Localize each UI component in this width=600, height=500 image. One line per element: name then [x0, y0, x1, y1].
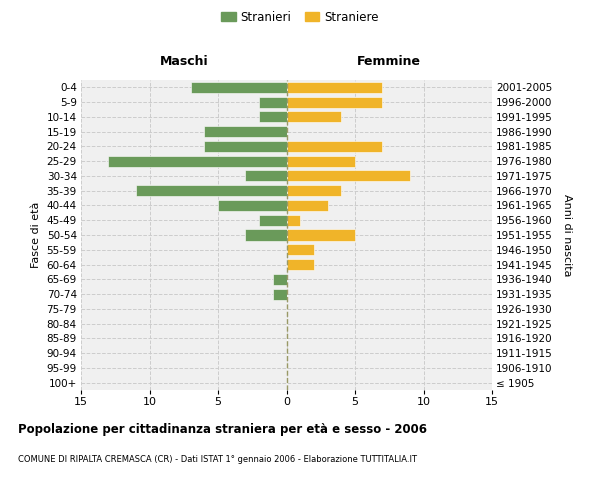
Bar: [287, 230, 355, 240]
Bar: [287, 185, 341, 196]
Bar: [287, 112, 341, 122]
Bar: [287, 170, 410, 181]
Bar: [205, 126, 287, 137]
Text: Femmine: Femmine: [357, 54, 421, 68]
Text: Maschi: Maschi: [160, 54, 208, 68]
Bar: [287, 244, 314, 256]
Bar: [205, 141, 287, 152]
Bar: [259, 214, 287, 226]
Text: Popolazione per cittadinanza straniera per età e sesso - 2006: Popolazione per cittadinanza straniera p…: [18, 422, 427, 436]
Legend: Stranieri, Straniere: Stranieri, Straniere: [217, 6, 383, 28]
Bar: [259, 96, 287, 108]
Bar: [287, 82, 382, 93]
Bar: [287, 96, 382, 108]
Bar: [287, 200, 328, 211]
Bar: [287, 156, 355, 166]
Bar: [191, 82, 287, 93]
Bar: [259, 112, 287, 122]
Bar: [245, 230, 287, 240]
Bar: [218, 200, 287, 211]
Y-axis label: Fasce di età: Fasce di età: [31, 202, 41, 268]
Bar: [245, 170, 287, 181]
Bar: [287, 214, 300, 226]
Bar: [273, 288, 287, 300]
Y-axis label: Anni di nascita: Anni di nascita: [562, 194, 572, 276]
Bar: [109, 156, 287, 166]
Bar: [287, 259, 314, 270]
Bar: [273, 274, 287, 285]
Text: COMUNE DI RIPALTA CREMASCA (CR) - Dati ISTAT 1° gennaio 2006 - Elaborazione TUTT: COMUNE DI RIPALTA CREMASCA (CR) - Dati I…: [18, 455, 417, 464]
Bar: [287, 141, 382, 152]
Bar: [136, 185, 287, 196]
